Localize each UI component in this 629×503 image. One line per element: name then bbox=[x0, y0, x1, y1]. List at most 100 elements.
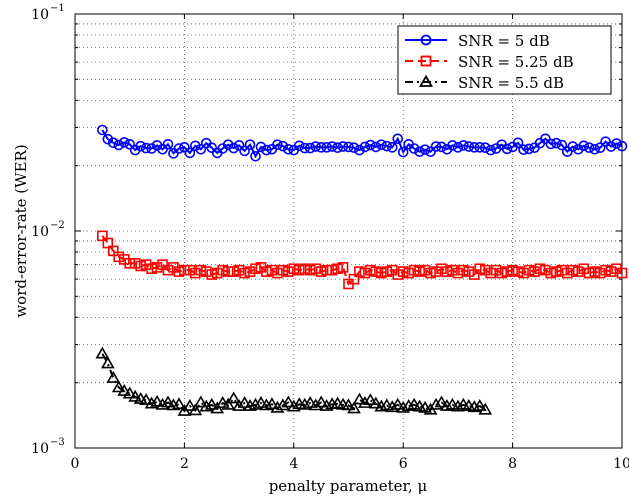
data-point-square bbox=[496, 267, 507, 279]
data-point-triangle bbox=[237, 396, 252, 408]
data-point-square bbox=[321, 264, 332, 276]
data-point-triangle bbox=[314, 395, 329, 408]
x-tick-label: 2 bbox=[180, 456, 189, 472]
data-point-square bbox=[162, 264, 174, 276]
data-point-square bbox=[376, 267, 387, 279]
data-point-triangle bbox=[221, 397, 236, 410]
x-axis-label: penalty parameter, μ bbox=[269, 477, 428, 495]
y-tick-exponent: −3 bbox=[50, 437, 65, 448]
data-point-triangle bbox=[111, 380, 126, 393]
data-point-square bbox=[293, 264, 305, 276]
data-point-triangle bbox=[445, 397, 460, 410]
data-point-square bbox=[113, 251, 125, 263]
data-point-circle bbox=[474, 142, 486, 153]
data-point-triangle bbox=[248, 397, 263, 410]
series-line bbox=[101, 353, 486, 413]
data-point-circle bbox=[408, 143, 420, 154]
data-point-circle bbox=[469, 142, 480, 153]
data-point-square bbox=[605, 266, 617, 277]
data-point-triangle bbox=[352, 392, 367, 405]
data-point-circle bbox=[140, 142, 152, 154]
data-point-square bbox=[529, 266, 540, 277]
y-tick-exponent: −2 bbox=[50, 220, 65, 231]
data-point-circle bbox=[376, 139, 387, 150]
data-point-circle bbox=[343, 141, 354, 153]
data-point-square bbox=[326, 264, 338, 276]
data-point-square bbox=[217, 264, 228, 276]
data-point-circle bbox=[255, 141, 267, 153]
data-point-triangle bbox=[434, 395, 449, 408]
data-point-triangle bbox=[199, 399, 214, 412]
data-point-triangle bbox=[429, 397, 443, 410]
data-point-square bbox=[474, 263, 486, 275]
y-axis-label: word-error-rate (WER) bbox=[12, 144, 30, 317]
data-point-square bbox=[200, 266, 212, 277]
data-point-circle bbox=[556, 139, 568, 151]
data-point-square bbox=[540, 264, 551, 276]
data-point-circle bbox=[365, 139, 376, 151]
data-point-circle bbox=[228, 142, 239, 154]
data-point-circle bbox=[392, 133, 404, 145]
data-point-circle bbox=[485, 144, 497, 156]
data-point-square bbox=[239, 267, 250, 279]
data-point-square bbox=[551, 266, 562, 277]
data-point-square bbox=[190, 267, 201, 279]
data-point-circle bbox=[567, 141, 579, 152]
data-point-circle bbox=[162, 138, 174, 150]
data-point-triangle bbox=[286, 399, 301, 412]
series-layer bbox=[95, 124, 628, 416]
data-point-triangle bbox=[347, 401, 361, 414]
data-point-triangle bbox=[407, 397, 422, 410]
data-point-square bbox=[228, 266, 239, 277]
data-point-square bbox=[272, 267, 283, 279]
data-point-square bbox=[397, 266, 409, 277]
data-point-square bbox=[283, 266, 294, 277]
data-point-square bbox=[458, 264, 469, 276]
data-point-circle bbox=[551, 137, 562, 149]
data-point-square bbox=[512, 266, 524, 277]
data-point-circle bbox=[293, 140, 305, 152]
data-point-triangle bbox=[308, 398, 323, 411]
data-point-circle bbox=[337, 141, 349, 152]
data-point-square bbox=[436, 263, 447, 275]
data-point-circle bbox=[430, 141, 442, 152]
data-point-square bbox=[408, 264, 420, 276]
data-point-circle bbox=[173, 143, 185, 154]
x-tick-label: 0 bbox=[71, 456, 80, 472]
data-point-square bbox=[348, 273, 360, 285]
data-point-square bbox=[501, 266, 513, 277]
data-point-circle bbox=[419, 144, 431, 155]
data-point-triangle bbox=[188, 403, 203, 416]
data-point-circle bbox=[239, 145, 250, 157]
data-point-square bbox=[266, 264, 278, 276]
data-point-square bbox=[277, 264, 289, 276]
data-point-square bbox=[222, 266, 234, 277]
data-point-circle bbox=[190, 140, 201, 152]
data-point-triangle bbox=[390, 397, 405, 410]
data-point-circle bbox=[523, 143, 535, 155]
data-point-triangle bbox=[182, 398, 197, 411]
data-point-square bbox=[179, 264, 190, 276]
data-point-circle bbox=[310, 141, 321, 152]
data-point-square bbox=[233, 264, 245, 276]
data-point-circle bbox=[261, 144, 272, 156]
data-point-square bbox=[403, 267, 414, 279]
data-point-circle bbox=[605, 141, 617, 152]
data-point-circle bbox=[102, 133, 114, 145]
data-point-square bbox=[173, 266, 185, 277]
data-point-square bbox=[370, 266, 382, 277]
data-point-triangle bbox=[150, 394, 164, 407]
data-point-circle bbox=[315, 142, 327, 153]
legend-label-snr-5: SNR = 5 dB bbox=[458, 32, 550, 50]
y-tick-exponent: −1 bbox=[50, 3, 65, 14]
data-point-square bbox=[157, 259, 168, 270]
data-point-square bbox=[250, 263, 261, 275]
data-point-triangle bbox=[303, 396, 318, 408]
data-point-square bbox=[337, 262, 349, 273]
data-point-circle bbox=[583, 142, 595, 154]
data-point-square bbox=[600, 264, 611, 276]
data-point-square bbox=[594, 267, 606, 279]
data-point-square bbox=[414, 266, 425, 277]
